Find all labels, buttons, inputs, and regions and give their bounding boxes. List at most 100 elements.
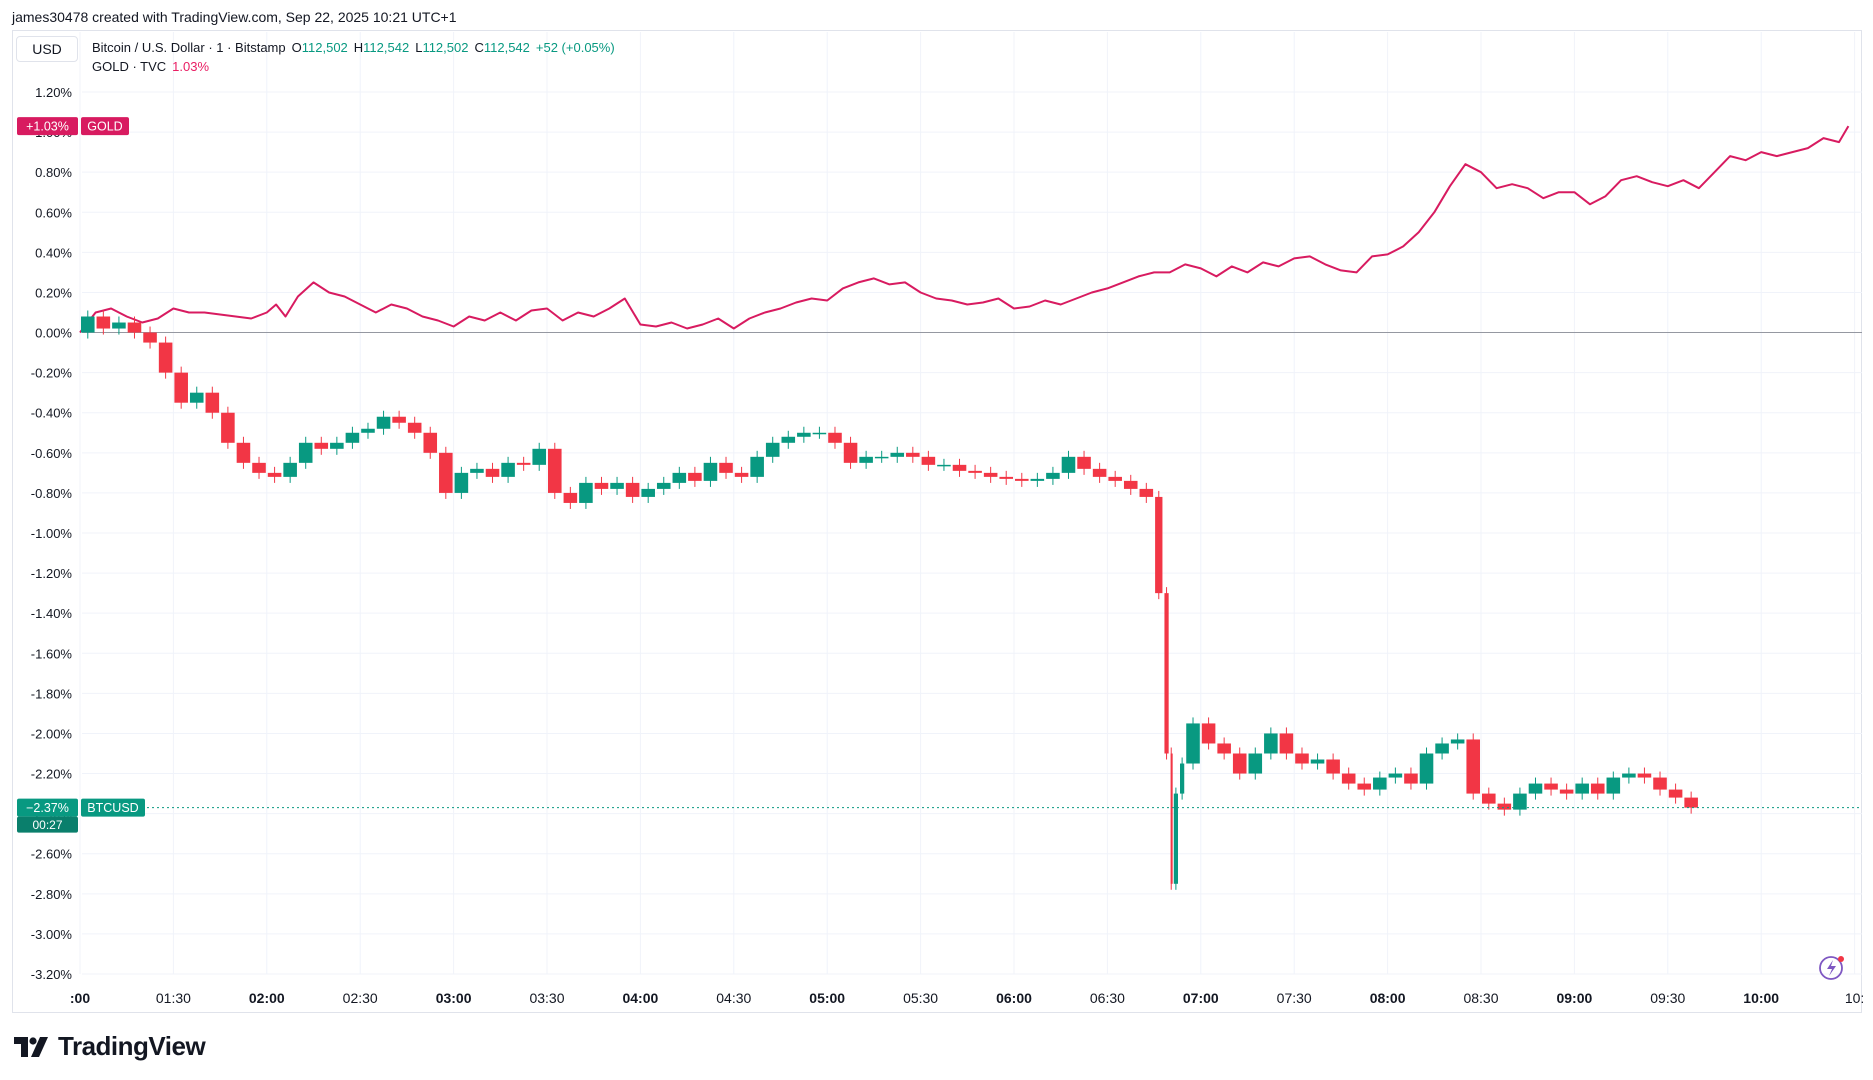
y-tick-label: -2.20% xyxy=(31,767,73,782)
y-tick-label: 0.40% xyxy=(35,245,72,260)
btc-candle xyxy=(1108,476,1122,481)
btc-candle xyxy=(594,482,609,489)
btc-candle xyxy=(890,452,905,457)
btc-candle xyxy=(1606,777,1621,794)
y-tick-label: -0.80% xyxy=(31,486,73,501)
btc-candle xyxy=(1357,783,1372,790)
btc-candle xyxy=(298,442,313,463)
btc-candle xyxy=(376,416,391,429)
btc-candle xyxy=(1341,773,1356,784)
currency-button[interactable]: USD xyxy=(16,36,78,62)
btc-candle xyxy=(952,464,967,471)
btc-candle xyxy=(1590,783,1605,794)
btc-candle xyxy=(81,316,95,333)
gold-value-badge: +1.03% xyxy=(26,120,69,134)
btc-value-badge-bg xyxy=(17,798,78,817)
btc-candle xyxy=(828,432,842,443)
y-tick-label: -0.20% xyxy=(31,366,73,381)
x-tick-label: 06:00 xyxy=(996,990,1032,1006)
x-tick-label: 03:30 xyxy=(529,990,564,1006)
y-tick-label: 0.80% xyxy=(35,165,72,180)
btc-candle xyxy=(1668,789,1683,798)
btc-candle xyxy=(423,432,438,453)
tradingview-logo[interactable]: TradingView xyxy=(14,1031,206,1062)
y-tick-label: -0.60% xyxy=(31,446,73,461)
legend-symbol[interactable]: Bitcoin / U.S. Dollar · 1 · Bitstamp xyxy=(92,40,286,55)
x-tick-label: 05:30 xyxy=(903,990,938,1006)
btc-candle xyxy=(1544,783,1558,790)
btc-countdown-badge: 00:27 xyxy=(32,818,62,832)
gold-value-badge-bg xyxy=(17,117,78,136)
legend-gold-symbol[interactable]: GOLD · TVC xyxy=(92,59,167,74)
replay-icon[interactable] xyxy=(1819,956,1844,980)
y-tick-label: -1.60% xyxy=(31,646,73,661)
btc-candle xyxy=(703,462,718,481)
x-tick-label: 04:30 xyxy=(716,990,751,1006)
btc-candle xyxy=(906,452,920,457)
y-tick-label: -1.40% xyxy=(31,606,73,621)
btc-candle xyxy=(874,456,889,459)
btc-candle xyxy=(719,462,733,473)
btc-candle xyxy=(252,462,266,473)
btc-candle xyxy=(1279,733,1294,754)
btc-candle xyxy=(454,472,469,493)
legend-low-value: 112,502 xyxy=(422,40,469,55)
btc-candle xyxy=(1077,456,1091,469)
btc-candle xyxy=(516,462,531,465)
btc-candle xyxy=(656,482,671,489)
legend-gold-value: 1.03% xyxy=(172,59,210,74)
btc-candle xyxy=(859,456,873,463)
replay-icon-bolt xyxy=(1827,960,1836,976)
y-tick-label: -3.00% xyxy=(31,927,73,942)
btc-candle xyxy=(174,372,188,403)
btc-candle xyxy=(407,422,422,433)
btc-candle xyxy=(112,322,126,329)
btc-candle xyxy=(1295,753,1309,764)
btc-candle xyxy=(1528,783,1543,794)
btc-candle xyxy=(1030,478,1045,481)
chart-frame xyxy=(12,30,1862,1013)
y-tick-label: 0.20% xyxy=(35,285,72,300)
y-tick-label: -3.20% xyxy=(31,967,73,982)
btc-candle xyxy=(1684,797,1698,808)
btc-candle xyxy=(1173,793,1179,884)
btc-candle xyxy=(221,412,235,443)
btc-candle xyxy=(1482,793,1496,804)
btc-candle xyxy=(1123,480,1138,489)
y-tick-label: -2.60% xyxy=(31,847,73,862)
btc-candle xyxy=(1092,468,1107,477)
btc-candle xyxy=(1513,793,1527,810)
btc-candle xyxy=(1404,773,1418,784)
btc-candle xyxy=(765,442,780,457)
legend-gold: GOLD · TVC 1.03% xyxy=(92,59,209,74)
btc-candle xyxy=(1435,743,1449,754)
legend-main: Bitcoin / U.S. Dollar · 1 · Bitstamp O112… xyxy=(92,40,615,55)
btc-candle xyxy=(1155,496,1163,594)
legend-open-value: 112,502 xyxy=(301,40,348,55)
btc-candle xyxy=(1061,456,1076,473)
y-tick-label: 0.60% xyxy=(35,205,72,220)
btc-candle xyxy=(143,332,157,343)
x-tick-label: 07:30 xyxy=(1277,990,1312,1006)
btc-candle xyxy=(267,472,282,477)
btc-candle xyxy=(1419,753,1434,784)
btc-name-badge: BTCUSD xyxy=(87,801,138,815)
btc-candle xyxy=(797,432,811,437)
btc-candle xyxy=(1201,723,1216,744)
btc-candle xyxy=(734,472,749,477)
btc-candle xyxy=(968,470,982,473)
x-tick-label: 08:30 xyxy=(1463,990,1498,1006)
btc-countdown-badge-bg xyxy=(17,816,78,833)
chart-svg[interactable]: 1.20%1.00%0.80%0.60%0.40%0.20%0.00%-0.20… xyxy=(0,0,1873,1025)
gold-name-badge-bg xyxy=(81,117,129,136)
btc-candle xyxy=(688,472,702,481)
btc-candle xyxy=(1637,773,1652,778)
legend-close-label: C xyxy=(474,40,484,55)
y-tick-label: 0.00% xyxy=(35,326,72,341)
btc-candle xyxy=(812,432,827,435)
btc-candle xyxy=(345,432,360,443)
btc-candle xyxy=(672,472,687,483)
btc-candle xyxy=(921,456,936,465)
btc-candle xyxy=(205,392,220,413)
btc-candle xyxy=(1139,488,1154,497)
